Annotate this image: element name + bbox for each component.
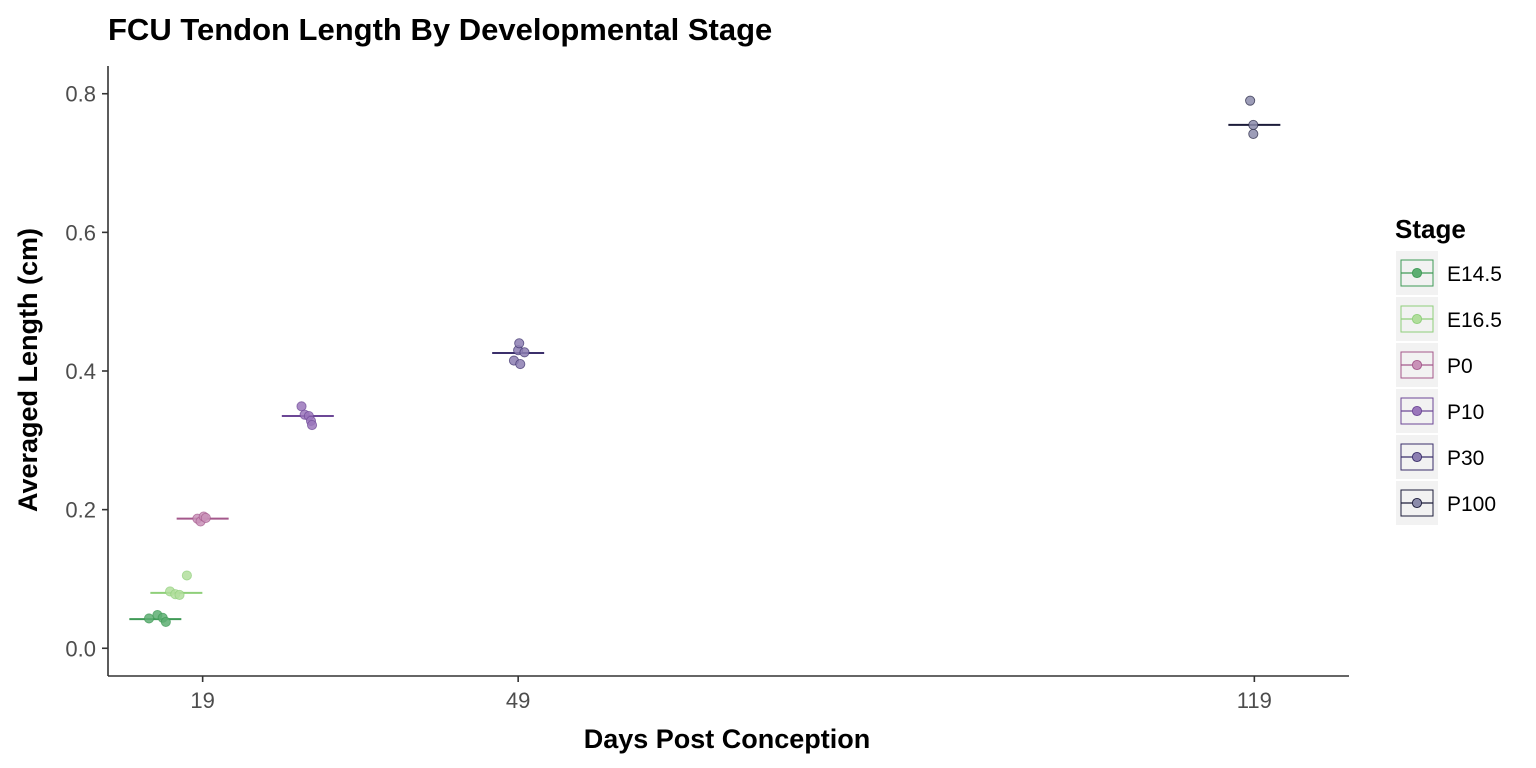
x-tick-label: 119 <box>1237 688 1272 713</box>
data-point <box>515 359 526 370</box>
series-E14.5 <box>129 609 182 627</box>
legend-title: Stage <box>1395 214 1466 244</box>
data-point <box>200 512 211 524</box>
legend-label: E16.5 <box>1447 309 1502 332</box>
legend-key-point <box>1411 359 1423 371</box>
legend-label: P10 <box>1447 401 1484 424</box>
data-point <box>306 420 318 431</box>
legend-label: P30 <box>1447 447 1484 470</box>
data-point <box>1248 128 1259 139</box>
data-point <box>514 338 525 349</box>
legend-item-P30: P30 <box>1396 435 1484 479</box>
legend-key-point <box>1411 267 1423 279</box>
series-P0 <box>176 511 229 527</box>
legend-label: P100 <box>1447 493 1496 516</box>
y-tick-label: 0.0 <box>65 636 96 661</box>
series-P100 <box>1228 95 1281 139</box>
legend-key-point <box>1411 405 1423 417</box>
legend-key-point <box>1411 451 1423 463</box>
data-point <box>160 616 171 627</box>
legend-item-E14.5: E14.5 <box>1396 251 1502 295</box>
legend-label: E14.5 <box>1447 263 1502 286</box>
data-point <box>181 570 192 581</box>
y-tick-label: 0.6 <box>65 220 96 245</box>
y-tick-label: 0.2 <box>65 498 96 523</box>
data-point <box>519 347 530 358</box>
data-point <box>1248 119 1259 130</box>
data-point <box>143 613 155 624</box>
legend-item-P0: P0 <box>1396 343 1473 387</box>
legend: E14.5 E16.5 P0 P10 P30 P100 <box>1396 251 1502 525</box>
legend-item-P100: P100 <box>1396 481 1496 525</box>
data-point <box>1245 95 1256 106</box>
y-tick-label: 0.8 <box>65 82 96 107</box>
y-tick-label: 0.4 <box>65 359 96 384</box>
data-point <box>296 401 307 412</box>
chart-title: FCU Tendon Length By Developmental Stage <box>108 12 772 47</box>
y-axis-title: Averaged Length (cm) <box>13 228 43 512</box>
legend-key-point <box>1411 313 1423 325</box>
x-tick-label: 49 <box>506 688 530 713</box>
data-point <box>174 589 185 600</box>
series-P10 <box>281 401 334 431</box>
legend-key-point <box>1411 497 1423 509</box>
plot-area: 0.0 0.2 0.4 0.6 0.8 19 49 119 <box>65 66 1349 713</box>
x-tick-label: 19 <box>190 688 214 713</box>
legend-item-E16.5: E16.5 <box>1396 297 1502 341</box>
x-axis-title: Days Post Conception <box>584 724 871 754</box>
series-P30 <box>492 338 545 370</box>
legend-item-P10: P10 <box>1396 389 1484 433</box>
series-E16.5 <box>150 570 203 600</box>
legend-label: P0 <box>1447 355 1473 378</box>
